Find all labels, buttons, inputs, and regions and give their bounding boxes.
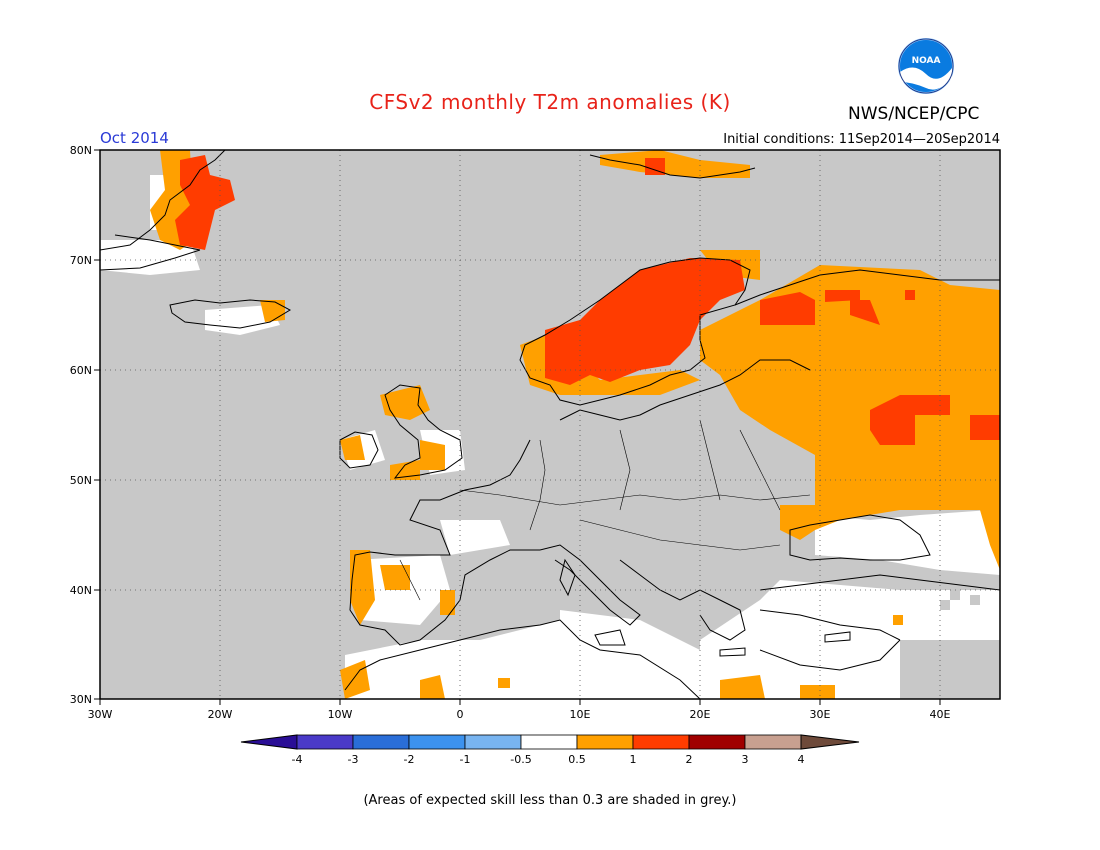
colorbar-swatch	[408, 734, 466, 750]
colorbar-arrow-low	[240, 734, 298, 750]
colorbar-swatch	[744, 734, 802, 750]
lon-tick-label: 10E	[570, 708, 591, 721]
lon-tick-label: 30E	[810, 708, 831, 721]
map-title: CFSv2 monthly T2m anomalies (K)	[369, 90, 731, 114]
lat-tick-labels: 80N 70N 60N 50N 40N 30N	[70, 144, 92, 706]
month-label: Oct 2014	[100, 129, 169, 147]
lon-tick-label: 10W	[328, 708, 353, 721]
lon-tick-labels: 30W 20W 10W 0 10E 20E 30E 40E	[88, 708, 951, 721]
anomaly-1-2-regions	[175, 155, 1000, 445]
colorbar-arrow-high	[800, 734, 860, 750]
colorbar-swatch	[464, 734, 522, 750]
lat-tick-label: 30N	[70, 693, 92, 706]
colorbar-label: -1	[460, 753, 471, 766]
lon-tick-label: 30W	[88, 708, 113, 721]
colorbar-label: -3	[348, 753, 359, 766]
colorbar-label: 2	[686, 753, 693, 766]
colorbar-swatch	[352, 734, 410, 750]
colorbar-swatch	[520, 734, 578, 750]
near-normal-regions	[100, 175, 1000, 699]
colorbar-label: -2	[404, 753, 415, 766]
lat-tick-label: 60N	[70, 364, 92, 377]
lon-tick-label: 40E	[930, 708, 951, 721]
colorbar-labels: -4 -3 -2 -1 -0.5 0.5 1 2 3 4	[292, 753, 805, 766]
lat-lon-grid	[100, 150, 1000, 699]
noaa-logo: NOAA	[894, 38, 958, 98]
initial-conditions-label: Initial conditions: 11Sep2014—20Sep2014	[723, 132, 1000, 147]
colorbar-swatch	[688, 734, 746, 750]
anomaly-fields	[100, 150, 1000, 699]
lat-tick-label: 40N	[70, 584, 92, 597]
map-frame	[99, 149, 1001, 700]
colorbar-swatch	[576, 734, 634, 750]
noaa-logo-text: NOAA	[912, 56, 941, 66]
lat-tick-label: 50N	[70, 474, 92, 487]
lon-tick-label: 20E	[690, 708, 711, 721]
coastlines	[100, 150, 1000, 699]
lat-tick-label: 70N	[70, 254, 92, 267]
skill-footnote: (Areas of expected skill less than 0.3 a…	[363, 793, 737, 808]
colorbar	[240, 734, 860, 750]
colorbar-label: 0.5	[568, 753, 586, 766]
colorbar-label: -0.5	[510, 753, 531, 766]
agency-label: NWS/NCEP/CPC	[848, 104, 980, 124]
tick-marks	[94, 149, 941, 705]
colorbar-swatch	[296, 734, 354, 750]
colorbar-label: 3	[742, 753, 749, 766]
lon-tick-label: 20W	[208, 708, 233, 721]
colorbar-label: 4	[798, 753, 805, 766]
lat-tick-label: 80N	[70, 144, 92, 157]
colorbar-swatch	[632, 734, 690, 750]
colorbar-label: 1	[630, 753, 637, 766]
lon-tick-label: 0	[457, 708, 464, 721]
colorbar-label: -4	[292, 753, 303, 766]
country-borders	[399, 419, 811, 601]
